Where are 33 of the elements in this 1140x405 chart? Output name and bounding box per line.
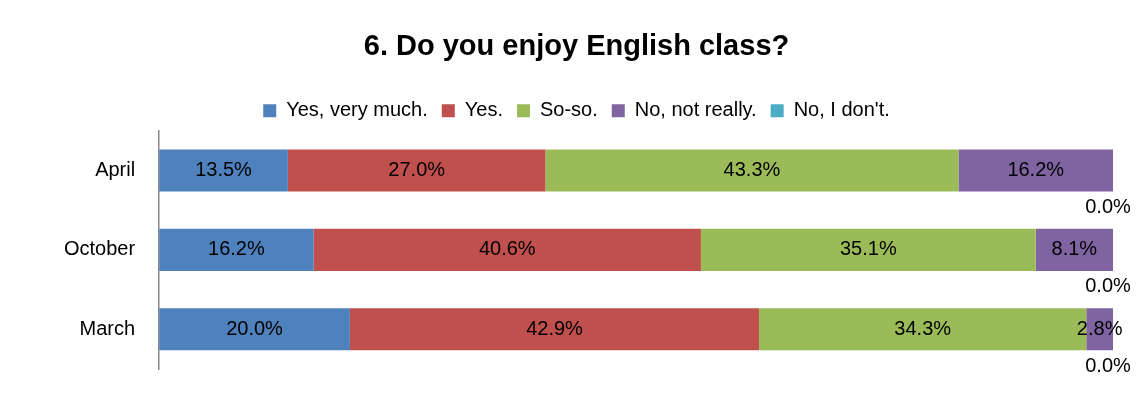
- bar: [159, 228, 314, 271]
- data-label: 0.0%: [1085, 274, 1132, 297]
- data-label: 42.9%: [526, 316, 584, 339]
- bar: [159, 149, 288, 192]
- data-label: 16.2%: [208, 237, 265, 260]
- y-tick-label: April: [95, 158, 136, 181]
- y-tick-label: March: [79, 316, 136, 339]
- data-label: 8.1%: [1051, 237, 1098, 260]
- legend-label: No, I don't.: [793, 98, 890, 121]
- y-tick-label: October: [63, 237, 136, 260]
- bar: [545, 149, 959, 192]
- data-label: 34.3%: [894, 316, 952, 339]
- data-label: 20.0%: [226, 316, 284, 339]
- bar: [958, 149, 1113, 192]
- data-label: 43.3%: [723, 158, 781, 181]
- data-label: 16.2%: [1007, 158, 1065, 181]
- data-label: 35.1%: [839, 237, 897, 260]
- bar: [700, 228, 1036, 271]
- chart-title: 6. Do you enjoy English class?: [363, 29, 790, 62]
- data-label: 13.5%: [195, 158, 253, 181]
- bar: [159, 308, 350, 351]
- bar: [287, 149, 546, 192]
- data-label: 0.0%: [1085, 353, 1132, 376]
- legend-label: Yes.: [464, 98, 503, 121]
- legend-label: Yes, very much.: [286, 98, 428, 121]
- bar: [349, 308, 760, 351]
- legend-label: No, not really.: [634, 98, 757, 121]
- data-label: 40.6%: [478, 237, 536, 260]
- bar: [313, 228, 701, 271]
- data-label: 0.0%: [1085, 195, 1132, 218]
- legend-label: So-so.: [539, 98, 598, 121]
- bar: [1035, 228, 1113, 271]
- data-label: 27.0%: [388, 158, 446, 181]
